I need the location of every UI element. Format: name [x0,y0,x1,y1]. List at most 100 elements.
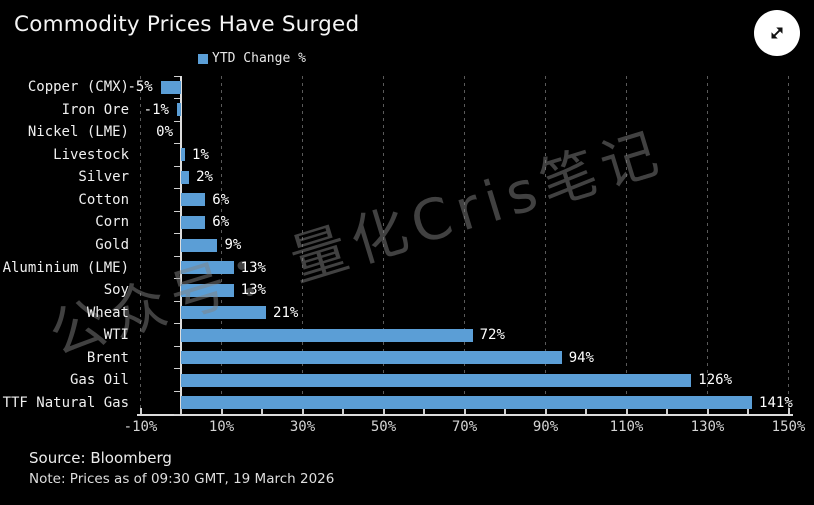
row-tick [174,210,180,212]
x-axis-tick [342,408,344,414]
row-tick [174,143,180,145]
value-label: 94% [568,349,594,366]
value-label: 0% [156,124,173,141]
bar [181,193,206,207]
value-label: 13% [240,282,266,299]
x-tick-label: 130% [690,419,725,435]
x-tick-label: 30% [289,419,316,435]
x-axis-tick [180,408,182,414]
source-text: Source: Bloomberg [29,449,172,467]
row-tick [174,278,180,280]
x-tick-label: 70% [451,419,478,435]
x-tick-label: 10% [208,419,235,435]
value-label: 1% [192,146,209,163]
category-label: Gold [95,237,129,253]
gridline [464,76,465,414]
value-label: 126% [698,372,733,389]
gridline [140,76,141,414]
x-tick-label: -10% [123,419,158,435]
value-label: 6% [212,191,230,208]
x-axis-tick [666,408,668,414]
legend: YTD Change % [198,51,306,66]
category-label: Wheat [86,304,129,321]
row-tick [174,75,180,77]
category-label: TTF Natural Gas [2,394,129,411]
note-text: Note: Prices as of 09:30 GMT, 19 March 2… [29,471,335,487]
x-axis-line [137,414,793,416]
x-axis-tick [139,408,142,414]
value-label: 141% [759,394,793,411]
x-tick-label: 150% [771,419,806,435]
x-axis-tick [544,408,547,414]
gridline [221,76,222,414]
gridline [788,76,789,414]
x-axis-tick [220,408,223,414]
category-label: Iron Ore [61,101,129,118]
row-tick [174,98,180,100]
x-axis-tick [463,408,466,414]
value-label: 72% [479,327,505,344]
row-tick [174,233,180,235]
x-axis-tick [261,408,263,414]
category-label: Brent [86,349,129,366]
x-axis-tick [706,408,709,414]
bar [181,328,473,342]
x-axis-tick [585,408,587,414]
row-tick [174,323,180,325]
category-label: Nickel (LME) [27,124,129,141]
row-tick [174,413,180,415]
bar [181,238,218,252]
legend-label: YTD Change % [212,51,306,66]
bar [181,373,692,387]
bar [181,351,562,365]
bar [181,283,234,297]
row-tick [174,165,180,167]
bar [181,306,267,320]
x-axis-tick [423,408,425,414]
row-tick [174,120,180,122]
gridline [626,76,627,414]
gridline [545,76,546,414]
value-label: 21% [273,304,299,321]
row-tick [174,345,180,347]
x-axis-tick [787,408,790,414]
row-tick [174,390,180,392]
x-tick-label: 50% [370,419,397,435]
chart-title: Commodity Prices Have Surged [14,12,360,37]
value-label: -5% [127,79,153,96]
x-axis-tick [301,408,304,414]
row-tick [174,255,180,257]
bar [181,148,186,162]
category-label: WTI [103,327,129,344]
gridline [707,76,708,414]
x-axis-tick [382,408,385,414]
row-tick [174,300,180,302]
x-axis-tick [625,408,628,414]
category-label: Livestock [53,146,129,163]
bar [181,170,190,184]
expand-button[interactable] [754,10,800,56]
category-label: Corn [95,214,129,231]
x-tick-label: 110% [609,419,644,435]
value-label: 13% [240,259,266,276]
value-label: -1% [143,101,169,118]
value-label: 6% [212,214,230,231]
gridline [302,76,303,414]
x-axis-tick [504,408,506,414]
category-label: Soy [103,282,129,299]
bar [176,103,181,117]
category-label: Silver [78,169,129,186]
bar [160,80,181,94]
legend-swatch-icon [198,53,208,64]
value-label: 9% [224,237,242,253]
bar [181,261,234,275]
gridline [383,76,384,414]
x-axis-tick [747,408,749,414]
category-label: Cotton [78,191,129,208]
bar [181,215,206,229]
value-label: 2% [196,169,213,186]
row-tick [174,368,180,370]
category-label: Copper (CMX) [27,79,129,96]
category-label: Gas Oil [69,372,129,389]
